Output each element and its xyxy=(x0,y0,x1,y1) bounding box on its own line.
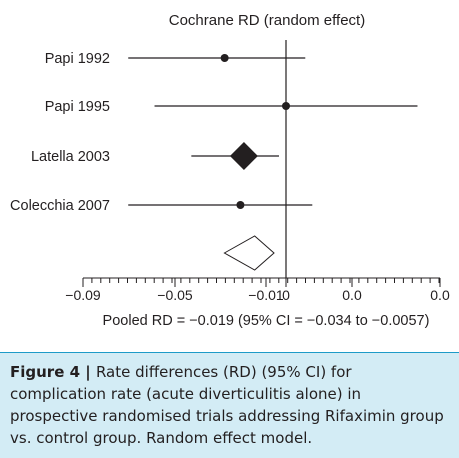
study-point xyxy=(220,54,229,62)
study-label: Papi 1992 xyxy=(45,51,110,67)
x-tick-label: 0.0 xyxy=(342,287,362,303)
study-rows: Papi 1992 Papi 1995 Latella 2003 Colecchia … xyxy=(10,51,418,214)
figure-label: Figure 4 | xyxy=(10,363,96,381)
study-label: Colecchia 2007 xyxy=(10,198,110,214)
plot-title: Cochrane RD (random effect) xyxy=(169,12,365,29)
x-tick-label: 0 xyxy=(282,287,290,303)
study-point xyxy=(229,142,258,170)
study-point xyxy=(236,201,245,209)
figure-caption-text: Rate differences (RD) (95% CI) for compl… xyxy=(10,363,444,447)
x-tick-label: 0.0 xyxy=(430,287,450,303)
pooled-summary: Pooled RD = −0.019 (95% CI = −0.034 to −… xyxy=(103,313,430,329)
x-axis-ticks: −0.09 −0.05 −0.010 0.0 0.0 xyxy=(65,278,450,303)
study-label: Latella 2003 xyxy=(31,149,110,165)
x-tick-label: −0.09 xyxy=(65,287,101,303)
x-tick-label: −0.05 xyxy=(157,287,193,303)
forest-plot: Cochrane RD (random effect) −0.09 −0.05 −0… xyxy=(10,12,450,329)
x-tick-label: −0.01 xyxy=(248,287,284,303)
study-label: Papi 1995 xyxy=(45,99,110,115)
figure-caption: Figure 4 | Rate differences (RD) (95% CI… xyxy=(0,352,459,458)
pooled-estimate-diamond xyxy=(223,235,275,271)
study-point xyxy=(282,102,290,110)
